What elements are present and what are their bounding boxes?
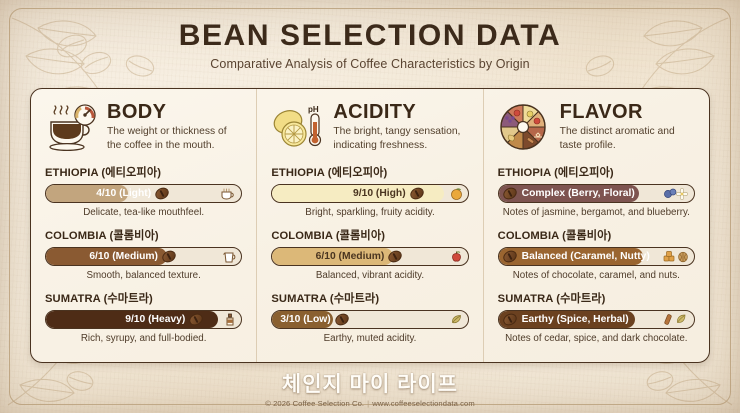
acidity-sumatra-bar[interactable]: 3/10 (Low) xyxy=(271,310,469,329)
bar-fill xyxy=(272,248,394,265)
origin-label: SUMATRA (수마트라) xyxy=(45,293,153,305)
svg-text:pH: pH xyxy=(308,105,319,114)
footer-copyright: © 2026 Coffee Selection Co. | www.coffeese… xyxy=(0,399,740,408)
website-url: www.coffeeselectiondata.com xyxy=(372,399,475,408)
leaf-icon xyxy=(450,311,463,328)
bar-fill xyxy=(46,311,218,328)
origin-label: ETHIOPIA (에티오피아) xyxy=(497,167,614,179)
red-apple-icon xyxy=(450,248,463,265)
acidity-colombia-bar[interactable]: 6/10 (Medium) xyxy=(271,247,469,266)
row-acidity-sumatra: SUMATRA (수마트라) 3/10 (Low) Earthy, muted … xyxy=(271,290,469,344)
acidity-ethiopia-bar[interactable]: 9/10 (High) xyxy=(271,184,469,203)
bar-value-label: 6/10 (Medium) xyxy=(89,251,158,262)
row-note: Notes of cedar, spice, and dark chocolat… xyxy=(505,333,688,344)
origin-label: COLOMBIA (콜롬비아) xyxy=(45,230,159,242)
origin-label: ETHIOPIA (에티오피아) xyxy=(45,167,162,179)
column-body-title: BODY xyxy=(107,101,167,124)
column-body-description: The weight or thickness of the coffee in… xyxy=(107,126,227,151)
row-note: Notes of chocolate, caramel, and nuts. xyxy=(512,270,680,281)
blueberry-flower-icon xyxy=(663,185,689,202)
bar-value-label: Complex (Berry, Floral) xyxy=(521,188,635,199)
origin-label: COLOMBIA (콜롬비아) xyxy=(271,230,386,242)
brand-watermark: 체인지 마이 라이프 xyxy=(281,373,459,396)
row-acidity-colombia: COLOMBIA (콜롬비아) 6/10 (Medium) Balanced, … xyxy=(271,227,469,281)
row-flavor-sumatra: SUMATRA (수마트라) Earthy (Spice, Herbal) No… xyxy=(497,290,695,344)
flavor-ethiopia-bar[interactable]: Complex (Berry, Floral) xyxy=(497,184,695,203)
column-body-header: BODY The weight or thickness of the coff… xyxy=(45,99,242,155)
bar-fill xyxy=(46,185,129,202)
column-flavor-title: FLAVOR xyxy=(559,101,643,124)
column-flavor-description: The distinct aromatic and taste profile. xyxy=(559,126,675,151)
comparison-card: BODY The weight or thickness of the coff… xyxy=(30,88,710,363)
column-acidity-title: ACIDITY xyxy=(333,101,417,124)
origin-label: COLOMBIA (콜롬비아) xyxy=(497,230,612,242)
column-flavor: FLAVOR The distinct aromatic and taste p… xyxy=(482,89,709,362)
origin-label: SUMATRA (수마트라) xyxy=(497,293,606,305)
flavor-sumatra-bar[interactable]: Earthy (Spice, Herbal) xyxy=(497,310,695,329)
row-body-ethiopia: ETHIOPIA (에티오피아) 4/10 (Light) Delicate, … xyxy=(45,164,243,218)
row-body-colombia: COLOMBIA (콜롬비아) 6/10 (Medium) Smooth, ba… xyxy=(45,227,243,281)
bar-value-label: 9/10 (High) xyxy=(353,188,406,199)
bar-fill xyxy=(498,248,644,265)
bar-fill xyxy=(46,248,168,265)
syrup-bottle-icon xyxy=(224,311,236,328)
page-title: BEAN SELECTION DATA xyxy=(178,19,562,52)
row-acidity-ethiopia: ETHIOPIA (에티오피아) 9/10 (High) Bright, spa… xyxy=(271,164,469,218)
row-note: Smooth, balanced texture. xyxy=(86,270,201,281)
origin-label: SUMATRA (수마트라) xyxy=(271,293,380,305)
copyright-text: © 2026 Coffee Selection Co. xyxy=(265,399,365,408)
bar-value-label: Balanced (Caramel, Nutty) xyxy=(521,251,650,262)
column-body: BODY The weight or thickness of the coff… xyxy=(31,89,256,362)
bar-fill xyxy=(498,185,640,202)
column-flavor-header: FLAVOR The distinct aromatic and taste p… xyxy=(498,99,695,155)
bar-value-label: 9/10 (Heavy) xyxy=(125,314,186,325)
bar-fill xyxy=(498,311,636,328)
column-acidity: pH ACIDITY The bright, tangy sensation, … xyxy=(256,89,482,362)
row-note: Bright, sparkling, fruity acidity. xyxy=(305,207,435,218)
lemon-ph-thermometer-icon: pH xyxy=(271,102,325,152)
page-header: BEAN SELECTION DATA Comparative Analysis… xyxy=(0,20,740,71)
coffee-bean-marker-icon xyxy=(332,311,351,328)
row-flavor-colombia: COLOMBIA (콜롬비아) Balanced (Caramel, Nutty… xyxy=(497,227,695,281)
page-subtitle: Comparative Analysis of Coffee Character… xyxy=(210,56,530,71)
orange-fruit-icon xyxy=(450,185,463,202)
caramel-walnut-icon xyxy=(663,248,689,265)
row-flavor-ethiopia: ETHIOPIA (에티오피아) Complex (Berry, Floral) xyxy=(497,164,695,218)
column-acidity-description: The bright, tangy sensation, indicating … xyxy=(333,126,461,151)
footer-separator: | xyxy=(367,399,370,408)
flavor-wheel-icon xyxy=(498,102,552,152)
coffee-bean-marker-icon xyxy=(153,185,171,202)
bar-fill xyxy=(272,185,445,202)
bar-value-label: 3/10 (Low) xyxy=(280,314,331,325)
coffee-cup-icon xyxy=(220,185,236,202)
bar-value-label: 6/10 (Medium) xyxy=(315,251,385,262)
row-note: Balanced, vibrant acidity. xyxy=(315,270,425,281)
body-ethiopia-bar[interactable]: 4/10 (Light) xyxy=(45,184,243,203)
row-note: Earthy, muted acidity. xyxy=(323,333,417,344)
bar-value-label: 4/10 (Light) xyxy=(96,188,152,199)
flavor-colombia-bar[interactable]: Balanced (Caramel, Nutty) xyxy=(497,247,695,266)
milk-pitcher-icon xyxy=(222,248,236,265)
bar-value-label: Earthy (Spice, Herbal) xyxy=(521,314,629,325)
origin-label: ETHIOPIA (에티오피아) xyxy=(271,167,388,179)
bar-fill xyxy=(272,311,333,328)
body-colombia-bar[interactable]: 6/10 (Medium) xyxy=(45,247,243,266)
row-body-sumatra: SUMATRA (수마트라) 9/10 (Heavy) Rich, syrupy… xyxy=(45,290,243,344)
row-note: Notes of jasmine, bergamot, and blueberr… xyxy=(502,207,690,218)
body-sumatra-bar[interactable]: 9/10 (Heavy) xyxy=(45,310,243,329)
row-note: Rich, syrupy, and full-bodied. xyxy=(80,333,207,344)
cinnamon-leaf-icon xyxy=(663,311,689,328)
coffee-cup-gauge-icon xyxy=(45,102,99,152)
row-note: Delicate, tea-like mouthfeel. xyxy=(83,207,205,218)
column-acidity-header: pH ACIDITY The bright, tangy sensation, … xyxy=(271,99,468,155)
